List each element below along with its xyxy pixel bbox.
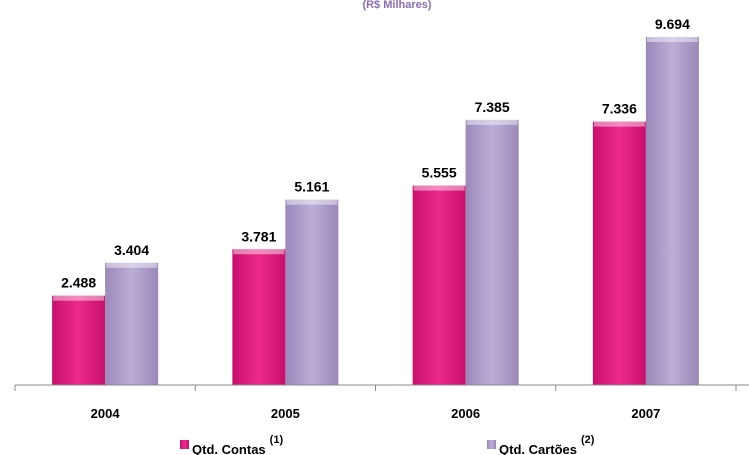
- bar-bevel: [646, 36, 698, 42]
- subtitle: (R$ Milhares): [362, 0, 431, 11]
- bar: [592, 121, 646, 385]
- legend-swatch: [487, 440, 496, 449]
- bar-bevel: [106, 262, 158, 268]
- bar-bevel: [233, 249, 285, 255]
- bar: [105, 262, 159, 385]
- bar-bevel: [593, 121, 645, 127]
- value-label: 5.555: [422, 165, 457, 181]
- legend-footnote: (1): [270, 434, 284, 446]
- bar-bevel: [286, 199, 338, 205]
- x-tick-label: 2007: [631, 406, 660, 421]
- bar: [412, 185, 466, 385]
- value-label: 9.694: [655, 16, 690, 32]
- bar: [285, 199, 339, 385]
- value-label: 2.488: [61, 275, 96, 291]
- x-tick-label: 2004: [91, 406, 121, 421]
- bar: [52, 295, 106, 385]
- bar-bevel: [466, 119, 518, 125]
- legend-footnote: (2): [581, 434, 595, 446]
- x-tick-label: 2006: [451, 406, 480, 421]
- bar-bevel: [413, 185, 465, 191]
- bar: [465, 119, 519, 385]
- value-label: 7.385: [475, 99, 510, 115]
- legend-label: Qtd. Cartões: [499, 442, 577, 455]
- value-label: 5.161: [294, 179, 329, 195]
- value-label: 3.781: [241, 228, 276, 244]
- legend-swatch: [180, 440, 189, 449]
- bar: [645, 36, 699, 385]
- value-label: 7.336: [602, 101, 637, 117]
- x-tick-label: 2005: [271, 406, 300, 421]
- legend-label: Qtd. Contas: [192, 442, 266, 455]
- value-label: 3.404: [114, 242, 149, 258]
- bar-bevel: [53, 295, 105, 301]
- bar: [232, 249, 286, 385]
